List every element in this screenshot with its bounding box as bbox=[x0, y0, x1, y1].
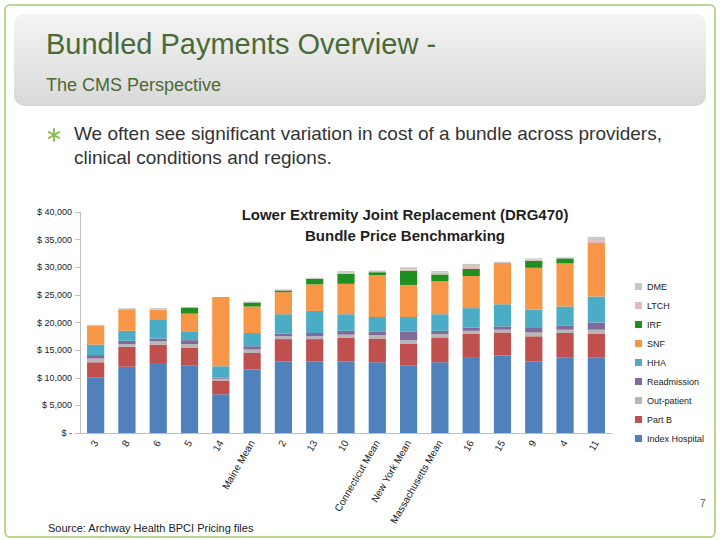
svg-text:$ -: $ - bbox=[61, 428, 72, 438]
svg-text:$ 5,000: $ 5,000 bbox=[42, 400, 72, 410]
svg-text:$ 20,000: $ 20,000 bbox=[37, 318, 72, 328]
svg-text:2: 2 bbox=[276, 438, 289, 449]
svg-text:15: 15 bbox=[492, 438, 507, 454]
svg-text:4: 4 bbox=[558, 438, 571, 449]
svg-text:$ 25,000: $ 25,000 bbox=[37, 290, 72, 300]
svg-text:Readmission: Readmission bbox=[647, 377, 699, 387]
html-text:The CMS Perspective: The CMS Perspective bbox=[46, 75, 222, 95]
svg-text:HHA: HHA bbox=[647, 358, 666, 368]
svg-text:10: 10 bbox=[336, 438, 351, 454]
svg-text:$ 40,000: $ 40,000 bbox=[37, 207, 72, 217]
svg-text:New York Mean: New York Mean bbox=[368, 438, 414, 505]
svg-text:14: 14 bbox=[211, 438, 226, 454]
svg-text:$ 10,000: $ 10,000 bbox=[37, 373, 72, 383]
svg-text:IRF: IRF bbox=[647, 320, 662, 330]
svg-text:16: 16 bbox=[461, 438, 476, 454]
svg-text:$ 15,000: $ 15,000 bbox=[37, 345, 72, 355]
svg-text:Out-patient: Out-patient bbox=[647, 396, 692, 406]
svg-text:11: 11 bbox=[586, 438, 601, 453]
html-text:7: 7 bbox=[700, 498, 706, 509]
svg-text:Maine Mean: Maine Mean bbox=[220, 438, 257, 491]
svg-text:9: 9 bbox=[526, 438, 539, 449]
svg-text:Bundle Price Benchmarking: Bundle Price Benchmarking bbox=[305, 227, 505, 244]
svg-text:SNF: SNF bbox=[647, 339, 666, 349]
html-text:We often see significant varia: We often see significant variation in co… bbox=[74, 123, 662, 168]
svg-text:DME: DME bbox=[647, 282, 667, 292]
svg-text:Massachusetts Mean: Massachusetts Mean bbox=[388, 438, 445, 525]
svg-text:$ 35,000: $ 35,000 bbox=[37, 235, 72, 245]
svg-text:$ 30,000: $ 30,000 bbox=[37, 262, 72, 272]
svg-text:3: 3 bbox=[88, 438, 101, 449]
svg-text:13: 13 bbox=[304, 438, 319, 454]
svg-text:Lower Extremity Joint Replacem: Lower Extremity Joint Replacement (DRG47… bbox=[242, 206, 569, 223]
svg-text:Connecticut Mean: Connecticut Mean bbox=[332, 438, 383, 514]
svg-text:6: 6 bbox=[151, 438, 164, 449]
svg-text:Part B: Part B bbox=[647, 415, 672, 425]
svg-text:8: 8 bbox=[119, 438, 132, 449]
svg-text:LTCH: LTCH bbox=[647, 301, 670, 311]
html-text:Bundled Payments Overview -: Bundled Payments Overview - bbox=[46, 28, 437, 60]
svg-text:5: 5 bbox=[182, 438, 195, 449]
svg-text:Index Hospital: Index Hospital bbox=[647, 434, 704, 444]
html-text:Source: Archway Health BPCI Pr: Source: Archway Health BPCI Pricing file… bbox=[48, 522, 254, 534]
